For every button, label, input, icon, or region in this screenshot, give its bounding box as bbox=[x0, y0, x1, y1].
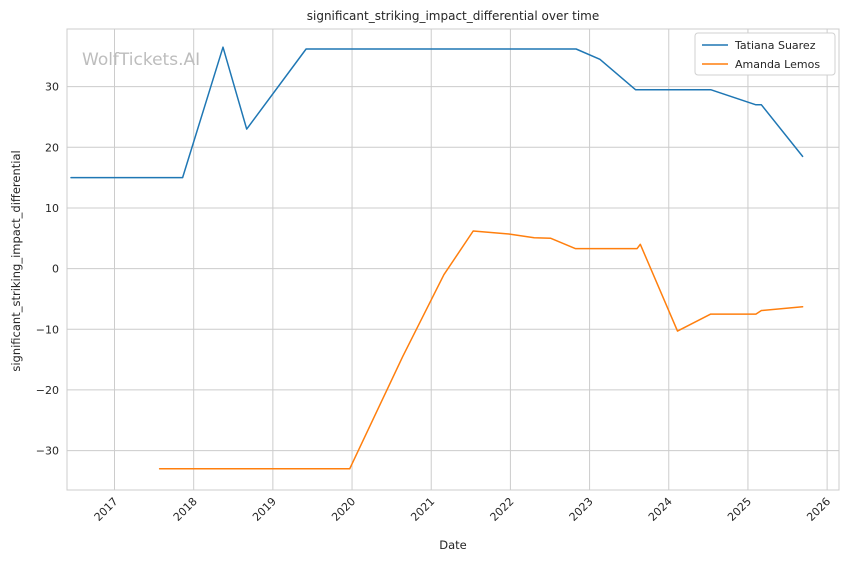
y-tick-label: 0 bbox=[52, 263, 59, 276]
plot-frame bbox=[66, 28, 840, 491]
y-tick-label: −10 bbox=[36, 323, 59, 336]
legend: Tatiana Suarez Amanda Lemos bbox=[694, 32, 836, 76]
y-tick-label: 20 bbox=[45, 141, 59, 154]
y-tick-label: −30 bbox=[36, 445, 59, 458]
series-layer bbox=[70, 46, 804, 470]
y-axis-ticks: −30 −20 −10 0 10 20 30 bbox=[36, 81, 59, 458]
plot-area bbox=[66, 28, 840, 491]
y-tick-label: 30 bbox=[45, 81, 59, 94]
plot-background bbox=[67, 29, 839, 490]
grid bbox=[67, 29, 839, 490]
legend-label-tatiana-suarez: Tatiana Suarez bbox=[734, 39, 816, 52]
legend-box bbox=[694, 32, 836, 76]
chart-title: significant_striking_impact_differential… bbox=[307, 9, 599, 23]
legend-label-amanda-lemos: Amanda Lemos bbox=[735, 58, 820, 71]
watermark: WolfTickets.AI bbox=[82, 50, 200, 70]
x-axis-title: Date bbox=[439, 538, 467, 552]
y-axis-title: significant_striking_impact_differential bbox=[9, 150, 23, 371]
y-tick-label: 10 bbox=[45, 202, 59, 215]
series-line-tatiana-suarez bbox=[70, 46, 804, 179]
series-line-amanda-lemos bbox=[158, 230, 804, 470]
y-tick-label: −20 bbox=[36, 384, 59, 397]
